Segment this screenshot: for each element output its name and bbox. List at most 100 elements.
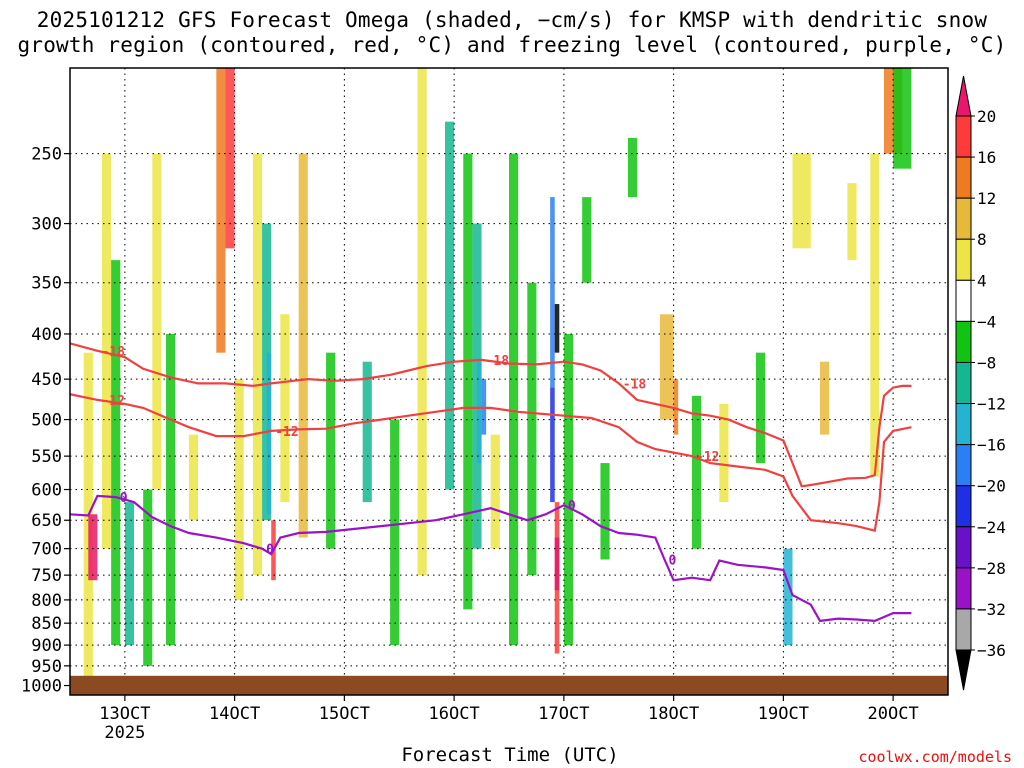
colorbar-box [955, 403, 972, 446]
x-tick-label: 16OCT [429, 704, 480, 724]
colorbar-box [955, 156, 972, 199]
y-tick-label: 800 [31, 591, 62, 611]
y-tick-label: 300 [31, 215, 62, 235]
colorbar-box [955, 197, 972, 240]
omega-streak [792, 153, 811, 249]
x-tick-label: 20OCT [868, 704, 919, 724]
colorbar-box [955, 320, 972, 363]
colorbar-bottom-arrow [955, 649, 972, 691]
omega-streak [659, 314, 674, 420]
colorbar-label: 4 [977, 271, 987, 290]
y-tick-label: 700 [31, 540, 62, 560]
omega-streak [783, 548, 793, 646]
omega-streak [188, 434, 199, 521]
colorbar-label: −20 [977, 477, 1006, 496]
omega-streak [847, 183, 857, 261]
freezing-level-contour [70, 494, 912, 623]
omega-streak [124, 502, 135, 646]
freezing-level-contour-label: 0 [568, 499, 576, 514]
omega-streak [550, 387, 555, 503]
x-axis-title: Forecast Time (UTC) [401, 744, 619, 766]
omega-streak [819, 361, 830, 435]
omega-streak [225, 68, 235, 249]
omega-streak [88, 514, 98, 581]
omega-streak [362, 361, 372, 503]
colorbar-box [955, 238, 972, 281]
y-tick-label: 450 [31, 370, 62, 390]
y-tick-label: 750 [31, 566, 62, 586]
omega-shading [83, 68, 912, 678]
plot-frame [69, 67, 949, 696]
ground-terrain [70, 675, 948, 695]
watermark: coolwx.com/models [858, 748, 1012, 766]
y-tick-label: 250 [31, 145, 62, 165]
omega-streak [719, 403, 729, 503]
omega-streak [298, 153, 308, 538]
omega-streak [673, 379, 679, 435]
dgz-contour-minus18 [70, 342, 912, 488]
x-tick-sublabel: 2025 [104, 723, 145, 743]
omega-streak [152, 153, 162, 490]
colorbar: 20 16 12 8 4 −4 −8 −12 −16 −20 −24 −28 −32 −36 [955, 75, 1006, 691]
omega-streak [563, 333, 574, 646]
colorbar-label: −8 [977, 353, 996, 372]
dgz-contour-minus12 [70, 393, 912, 533]
colorbar-label: −16 [977, 436, 1006, 455]
omega-streak [600, 463, 610, 560]
colorbar-box [955, 567, 972, 610]
colorbar-box [955, 361, 972, 405]
omega-streak [472, 223, 482, 549]
omega-streak [554, 537, 560, 591]
omega-streak [463, 153, 473, 610]
y-tick-label: 1000 [21, 677, 62, 697]
omega-streak [326, 352, 336, 549]
x-tick-label: 13OCT [99, 704, 150, 724]
dgz-contour-minus12-label: -12 [275, 425, 298, 440]
y-tick-label: 900 [31, 636, 62, 656]
dgz-contour-minus18-label: -18 [623, 377, 647, 392]
ground-fill [70, 675, 948, 695]
y-tick-label: 550 [31, 447, 62, 467]
omega-streak [870, 153, 880, 477]
colorbar-label: 8 [977, 230, 987, 249]
omega-streak [627, 137, 638, 198]
y-tick-label: 950 [31, 657, 62, 677]
dgz-contour-minus12-label: -12 [696, 450, 719, 465]
colorbar-box [955, 115, 972, 158]
colorbar-box [955, 608, 972, 651]
y-tick-label: 400 [31, 325, 62, 345]
colorbar-label: −32 [977, 600, 1006, 619]
colorbar-label: −12 [977, 395, 1006, 414]
omega-streak [691, 395, 702, 549]
colorbar-box [955, 485, 972, 528]
colorbar-box [955, 444, 972, 487]
freezing-level-contour-label: 0 [668, 553, 676, 568]
omega-streak [234, 379, 244, 600]
omega-streak [417, 68, 427, 576]
omega-streak [582, 197, 592, 283]
y-tick-label: 650 [31, 511, 62, 531]
title-line-2: growth region (contoured, red, °C) and f… [17, 33, 1007, 57]
dgz-contour-minus18-label: -18 [101, 345, 125, 360]
omega-streak [143, 489, 153, 666]
colorbar-label: 16 [977, 148, 996, 167]
y-tick-label: 600 [31, 481, 62, 501]
omega-streak [280, 314, 290, 503]
omega-streak [476, 361, 482, 464]
y-axis: 2503003504004505005506006507007508008509… [21, 145, 70, 697]
x-tick-label: 17OCT [538, 704, 589, 724]
omega-streak [527, 282, 537, 576]
colorbar-box [955, 279, 972, 322]
colorbar-label: 20 [977, 107, 996, 126]
x-tick-label: 15OCT [319, 704, 370, 724]
omega-streak [893, 68, 912, 169]
freezing-level-contour-label: 0 [120, 491, 128, 506]
y-tick-label: 500 [31, 411, 62, 431]
omega-streak [444, 121, 455, 490]
omega-streak [252, 153, 263, 576]
contour-labels: -18 -18 -18 -12 -12 -12 0 0 0 0 [101, 345, 719, 569]
omega-streak [490, 434, 500, 549]
contours [70, 342, 912, 623]
x-tick-label: 14OCT [209, 704, 260, 724]
